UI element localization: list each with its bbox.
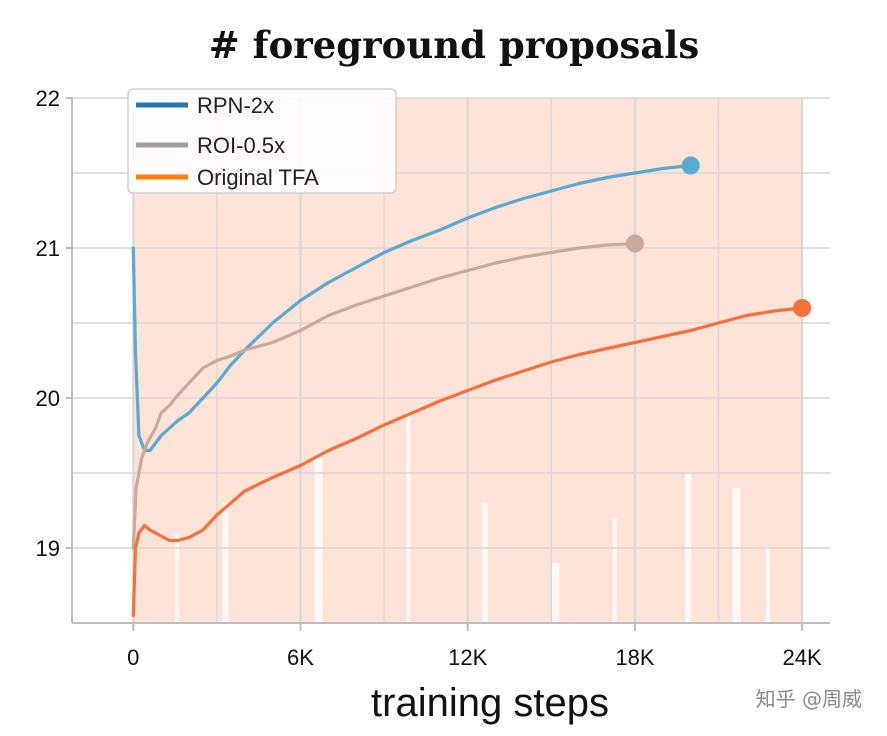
x-tick-label: 24K [783, 645, 822, 670]
axes [66, 97, 830, 631]
x-tick-label: 6K [287, 645, 314, 670]
y-tick-label: 19 [36, 536, 60, 561]
legend-label-roi-0-5x: ROI-0.5x [197, 133, 285, 158]
legend-label-rpn-2x: RPN-2x [197, 93, 274, 118]
noise-streak [406, 413, 411, 623]
noise-streak [732, 488, 741, 623]
watermark-text: 知乎 @周威 [756, 687, 862, 711]
noise-streak [765, 548, 770, 623]
series-lines [131, 156, 812, 618]
series-line-roi-0-5x [131, 241, 637, 550]
legend: RPN-2x ROI-0.5x Original TFA [127, 88, 397, 194]
noise-streak [314, 458, 323, 623]
y-tick-labels: 19 20 21 22 [36, 86, 60, 561]
chart-title: # foreground proposals [209, 23, 699, 67]
legend-label-original-tfa: Original TFA [197, 165, 319, 190]
y-tick-label: 21 [36, 236, 60, 261]
series-end-marker-original-tfa [793, 299, 812, 317]
series-line-rpn-2x [131, 163, 693, 453]
noise-streak [175, 533, 180, 623]
x-tick-label: 18K [615, 645, 654, 670]
y-tick-label: 22 [36, 86, 60, 111]
x-axis-label: training steps [371, 681, 609, 725]
x-tick-labels: 0 6K 12K 18K 24K [127, 645, 822, 670]
y-tick-label: 20 [36, 386, 60, 411]
noise-streak [222, 503, 229, 623]
legend-box [127, 88, 397, 194]
series-end-marker-rpn-2x [681, 156, 700, 175]
noise-streak [551, 563, 560, 623]
series-line-original-tfa [131, 306, 804, 618]
noise-streak [612, 518, 617, 623]
x-tick-label: 0 [127, 645, 139, 670]
noise-streak [481, 503, 488, 623]
x-tick-label: 12K [448, 645, 487, 670]
series-end-marker-roi-0-5x [625, 234, 644, 253]
